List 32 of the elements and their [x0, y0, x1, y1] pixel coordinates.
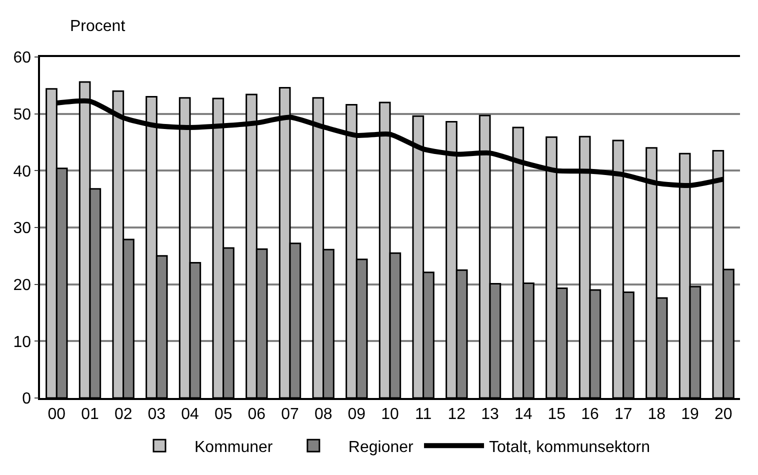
y-axis-title: Procent [70, 18, 126, 35]
y-tick-label: 40 [13, 163, 32, 180]
y-tick-label: 10 [13, 334, 32, 351]
x-tick-label: 07 [281, 406, 299, 423]
y-tick-label: 20 [13, 276, 32, 294]
x-tick-label: 05 [214, 406, 232, 423]
legend-label: Regioner [348, 438, 414, 456]
x-tick-label: 09 [348, 406, 366, 423]
x-tick-label: 06 [248, 406, 266, 423]
x-tick-label: 02 [114, 406, 132, 423]
x-tick-label: 03 [148, 406, 166, 423]
x-tick-label: 14 [514, 406, 532, 423]
x-tick-label: 08 [314, 406, 332, 423]
y-tick-label: 30 [13, 220, 32, 238]
x-tick-label: 01 [81, 406, 99, 423]
legend-label: Kommuner [194, 438, 274, 456]
x-tick-label: 17 [614, 406, 632, 423]
x-tick-label: 16 [581, 406, 599, 423]
legend-label: Totalt, kommunsektorn [489, 438, 650, 456]
x-tick-label: 19 [681, 406, 699, 423]
x-tick-label: 13 [481, 406, 499, 423]
y-tick-label: 50 [13, 106, 32, 124]
y-tick-label: 0 [22, 390, 32, 408]
x-tick-label: 20 [714, 406, 732, 423]
x-tick-label: 12 [448, 406, 466, 423]
x-tick-label: 00 [48, 406, 66, 423]
x-tick-label: 15 [548, 406, 566, 423]
x-tick-label: 11 [415, 406, 432, 423]
x-tick-label: 10 [381, 406, 399, 423]
y-tick-label: 60 [13, 50, 32, 67]
x-tick-label: 18 [648, 406, 666, 423]
x-tick-label: 04 [181, 406, 199, 423]
